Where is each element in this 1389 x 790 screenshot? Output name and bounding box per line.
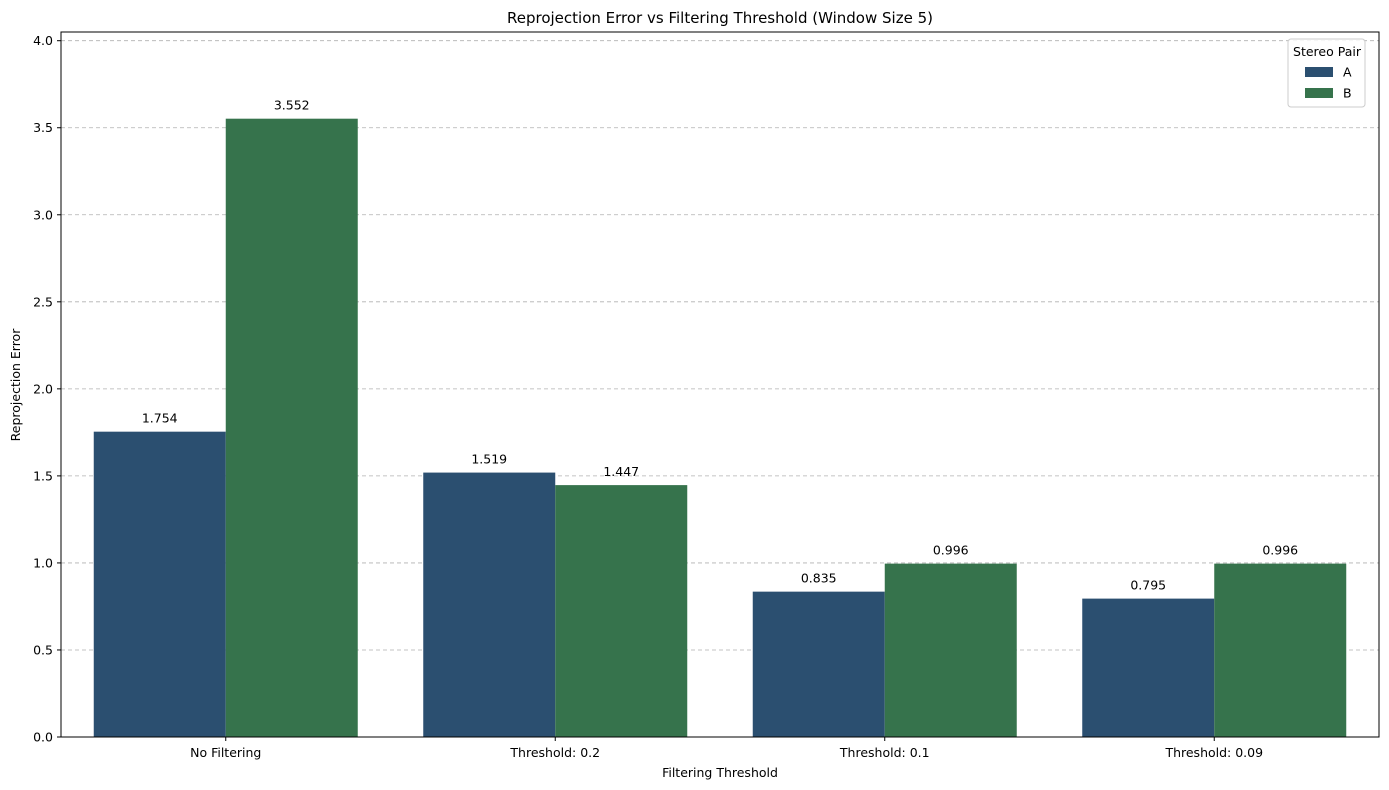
y-axis: 0.0 0.5 1.0 1.5 2.0 2.5 3.0 3.5 4.0 (33, 33, 61, 745)
data-label: 0.996 (1262, 543, 1298, 558)
legend-label: A (1343, 65, 1352, 80)
bar-a (752, 591, 885, 737)
bars (93, 118, 1347, 737)
data-label: 0.996 (933, 543, 969, 558)
bar-b (1214, 563, 1347, 737)
bar-b (225, 118, 358, 737)
y-tick-label: 3.0 (33, 207, 53, 222)
data-label: 0.835 (801, 571, 837, 586)
y-tick-label: 1.5 (33, 468, 53, 483)
legend: Stereo Pair AB (1287, 38, 1366, 108)
y-tick-label: 2.5 (33, 294, 53, 309)
data-label: 1.754 (142, 411, 178, 426)
y-tick-label: 3.5 (33, 120, 53, 135)
x-tick-label: No Filtering (190, 745, 261, 760)
legend-title: Stereo Pair (1293, 44, 1362, 59)
data-label: 3.552 (274, 98, 310, 113)
legend-label: B (1343, 86, 1352, 101)
y-tick-label: 0.5 (33, 642, 53, 657)
y-axis-label: Reprojection Error (8, 328, 23, 442)
y-tick-label: 1.0 (33, 555, 53, 570)
y-tick-label: 4.0 (33, 33, 53, 48)
y-tick-label: 0.0 (33, 730, 53, 745)
legend-swatch-a (1305, 67, 1333, 77)
bar-a (93, 431, 226, 737)
x-tick-label: Threshold: 0.1 (839, 745, 930, 760)
x-tick-label: Threshold: 0.2 (509, 745, 600, 760)
data-label: 1.447 (603, 464, 639, 479)
data-label: 1.519 (471, 452, 507, 467)
bar-a (423, 472, 556, 737)
x-tick-label: Threshold: 0.09 (1164, 745, 1263, 760)
bar-b (884, 563, 1017, 737)
data-labels: 1.754 3.552 1.519 1.447 0.835 0.996 0.795 0.996 (142, 98, 1298, 593)
legend-swatch-b (1305, 88, 1333, 98)
x-axis: No Filtering Threshold: 0.2 Threshold: 0.1… (190, 737, 1263, 760)
plot-frame (60, 31, 1380, 738)
data-label: 0.795 (1130, 578, 1166, 593)
y-tick-label: 2.0 (33, 381, 53, 396)
x-axis-label: Filtering Threshold (662, 765, 778, 780)
bar-a (1082, 598, 1215, 737)
chart-title: Reprojection Error vs Filtering Threshol… (507, 9, 933, 27)
bar-b (555, 485, 688, 737)
